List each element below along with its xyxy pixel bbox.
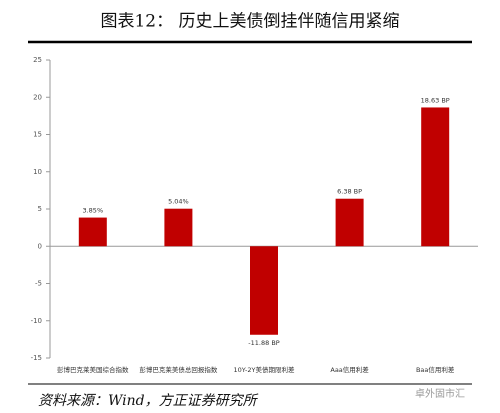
y-tick-label: 25 [33, 56, 42, 64]
value-label: 18.63 BP [421, 96, 450, 104]
x-tick-label: Baa信用利差 [416, 365, 455, 374]
source: 资料来源：Wind，方正证券研究所 [38, 393, 259, 409]
x-tick-label: 彭博巴克莱美国综合指数 [57, 365, 129, 374]
watermark: 卓外固市汇 [415, 387, 465, 400]
y-tick-label: -15 [31, 354, 42, 362]
x-tick-label: 彭博巴克莱美债总回报指数 [139, 365, 218, 374]
value-label: 3.85% [82, 207, 103, 215]
y-tick-label: -5 [35, 280, 42, 288]
value-label: 6.38 BP [337, 188, 362, 196]
x-tick-label: 10Y-2Y美债期限利差 [234, 365, 295, 374]
y-tick-label: 5 [38, 205, 42, 213]
bar [335, 198, 364, 247]
bar [78, 217, 107, 247]
bar [164, 208, 193, 247]
y-tick-label: 0 [38, 242, 42, 250]
value-label: -11.88 BP [248, 339, 279, 347]
bar [421, 107, 450, 247]
value-label: 5.04% [168, 198, 189, 206]
y-tick-label: 10 [33, 168, 42, 176]
y-tick-label: 15 [33, 131, 42, 139]
y-tick-label: 20 [33, 93, 42, 101]
y-tick-label: -10 [31, 317, 42, 325]
bar [250, 246, 278, 335]
x-tick-label: Aaa信用利差 [330, 365, 369, 374]
chart-title: 图表12： 历史上美债倒挂伴随信用紧缩 [100, 12, 399, 32]
